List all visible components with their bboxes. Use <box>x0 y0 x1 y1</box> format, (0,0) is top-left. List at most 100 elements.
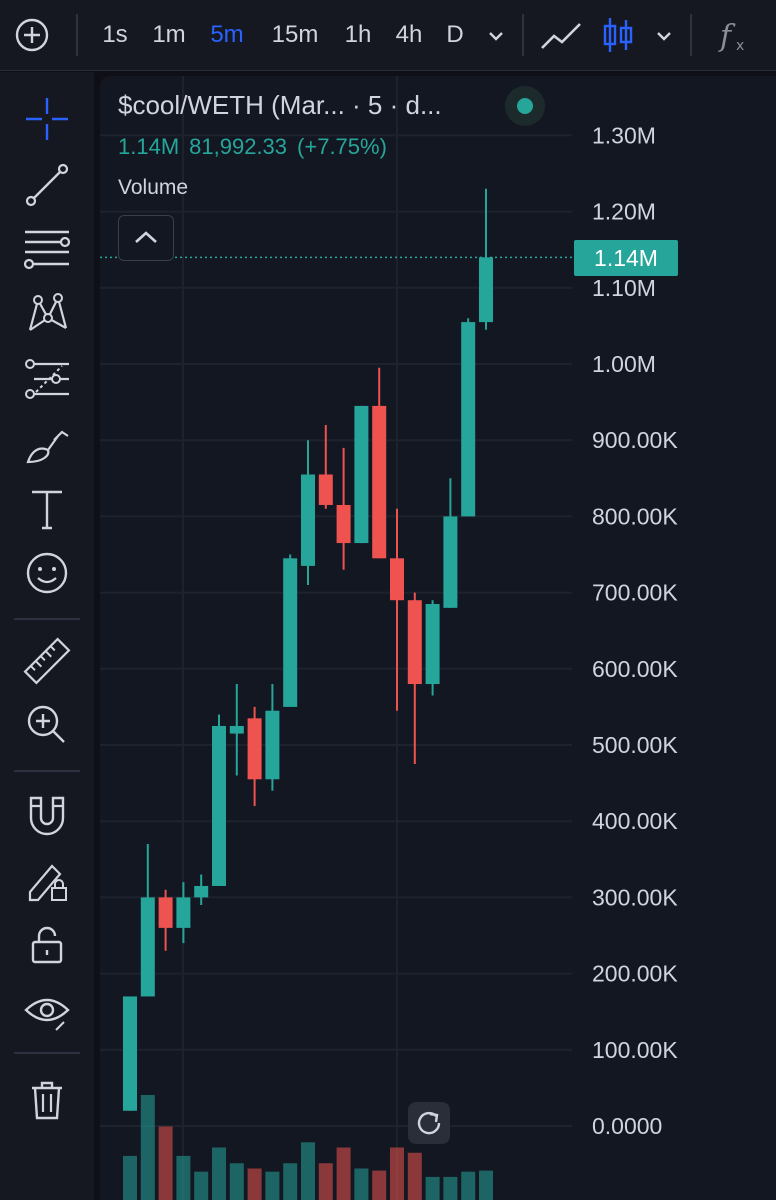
last-value: 1.14M <box>118 134 180 159</box>
eye-icon[interactable] <box>22 986 72 1036</box>
volume-bar <box>265 1171 280 1200</box>
volume-bar <box>407 1152 422 1200</box>
candle-body <box>372 405 387 559</box>
toolbar-divider <box>522 14 524 56</box>
candles-icon[interactable] <box>600 14 636 56</box>
chevron-down-icon[interactable] <box>652 24 676 48</box>
ohlc-legend: 1.14M 81,992.33 (+7.75%) <box>118 134 397 160</box>
ruler-icon[interactable] <box>22 636 72 686</box>
volume-bar <box>212 1147 226 1200</box>
text-icon[interactable] <box>22 484 72 534</box>
refresh-icon <box>417 1111 441 1135</box>
volume-bar <box>461 1171 476 1200</box>
candle-body <box>123 996 137 1111</box>
chevron-up-icon <box>135 231 157 243</box>
volume-bar <box>176 1155 191 1200</box>
volume-bar <box>318 1163 333 1200</box>
market-status-indicator <box>505 86 545 126</box>
y-tick-label: 1.00M <box>592 351 656 377</box>
y-tick-label: 300.00K <box>592 884 678 910</box>
toolbar-divider <box>76 14 78 56</box>
volume-bar <box>443 1176 458 1200</box>
change-percent: (+7.75%) <box>297 134 387 159</box>
y-tick-label: 1.30M <box>592 122 656 148</box>
toolbar-divider <box>14 1052 80 1054</box>
emoji-icon[interactable] <box>22 548 72 598</box>
prediction-icon[interactable] <box>22 354 72 404</box>
lock-drawing-icon[interactable] <box>22 854 72 904</box>
y-tick-label: 1.20M <box>592 199 656 225</box>
trash-icon[interactable] <box>22 1076 72 1126</box>
add-symbol-icon[interactable] <box>14 17 50 53</box>
svg-text:x: x <box>736 38 744 54</box>
y-tick-label: 700.00K <box>592 580 678 606</box>
candle-body <box>176 897 191 928</box>
symbol-title[interactable]: $cool/WETH (Mar... · 5 · d... <box>118 90 442 120</box>
candle-body <box>336 504 351 544</box>
candle-body <box>140 897 155 997</box>
toolbar-divider <box>14 770 80 772</box>
y-tick-label: 400.00K <box>592 808 678 834</box>
interval-15m[interactable]: 15m <box>271 21 319 48</box>
interval-d[interactable]: D <box>446 21 464 48</box>
y-tick-label: 0.0000 <box>592 1113 662 1139</box>
reset-chart-button[interactable] <box>408 1102 450 1144</box>
y-tick-label: 600.00K <box>592 656 678 682</box>
current-price-label: 1.14M <box>574 240 678 276</box>
y-tick-label: 200.00K <box>592 961 678 987</box>
chevron-down-icon[interactable] <box>484 24 508 48</box>
volume-bar <box>247 1168 262 1200</box>
y-tick-label: 1.10M <box>592 275 656 301</box>
interval-1m[interactable]: 1m <box>152 21 186 48</box>
y-tick-label: 900.00K <box>592 427 678 453</box>
volume-bar <box>283 1163 298 1200</box>
toolbar-divider <box>690 14 692 56</box>
fib-retracement-icon[interactable] <box>22 224 72 274</box>
interval-1s[interactable]: 1s <box>102 21 128 48</box>
y-tick-label: 100.00K <box>592 1037 678 1063</box>
svg-text:f: f <box>718 19 736 54</box>
zoom-in-icon[interactable] <box>22 700 72 750</box>
collapse-legend-button[interactable] <box>118 215 174 261</box>
interval-5m[interactable]: 5m <box>210 21 244 48</box>
magnet-icon[interactable] <box>22 790 72 840</box>
candle-body <box>479 257 493 323</box>
candle-body <box>390 558 404 601</box>
unlock-icon[interactable] <box>22 920 72 970</box>
volume-bar <box>229 1163 244 1200</box>
volume-bar <box>372 1170 387 1200</box>
interval-1h[interactable]: 1h <box>344 21 372 48</box>
candle-body <box>265 710 280 780</box>
candle-body <box>212 725 226 886</box>
volume-legend: Volume <box>118 176 189 199</box>
y-tick-label: 800.00K <box>592 503 678 529</box>
volume-bar <box>158 1126 173 1200</box>
pattern-icon[interactable] <box>22 288 72 338</box>
line-chart-icon[interactable] <box>538 16 584 56</box>
trend-line-icon[interactable] <box>22 160 72 210</box>
candle-body <box>301 474 315 566</box>
crosshair-icon[interactable] <box>22 94 72 144</box>
candle-body <box>425 604 440 685</box>
volume-bar <box>194 1171 209 1200</box>
candle-body <box>283 558 298 707</box>
candle-body <box>443 516 458 608</box>
candle-body <box>407 600 422 685</box>
volume-bar <box>140 1095 155 1200</box>
volume-bar <box>354 1168 369 1200</box>
volume-bar <box>123 1155 137 1200</box>
brush-icon[interactable] <box>22 420 72 470</box>
volume-bar <box>390 1147 404 1200</box>
candlestick-chart[interactable]: 1.30M 1.20M 1.10M 1.00M 900.00K 800.00K 700.00… <box>100 76 776 1200</box>
candle-body <box>229 725 244 734</box>
candle-body <box>318 474 333 505</box>
candle-body <box>354 405 369 544</box>
interval-4h[interactable]: 4h <box>395 21 423 48</box>
toolbar-divider <box>14 618 80 620</box>
volume-bar <box>336 1147 351 1200</box>
y-tick-label: 500.00K <box>592 732 678 758</box>
volume-bar <box>425 1176 440 1200</box>
candle-body <box>461 322 476 517</box>
